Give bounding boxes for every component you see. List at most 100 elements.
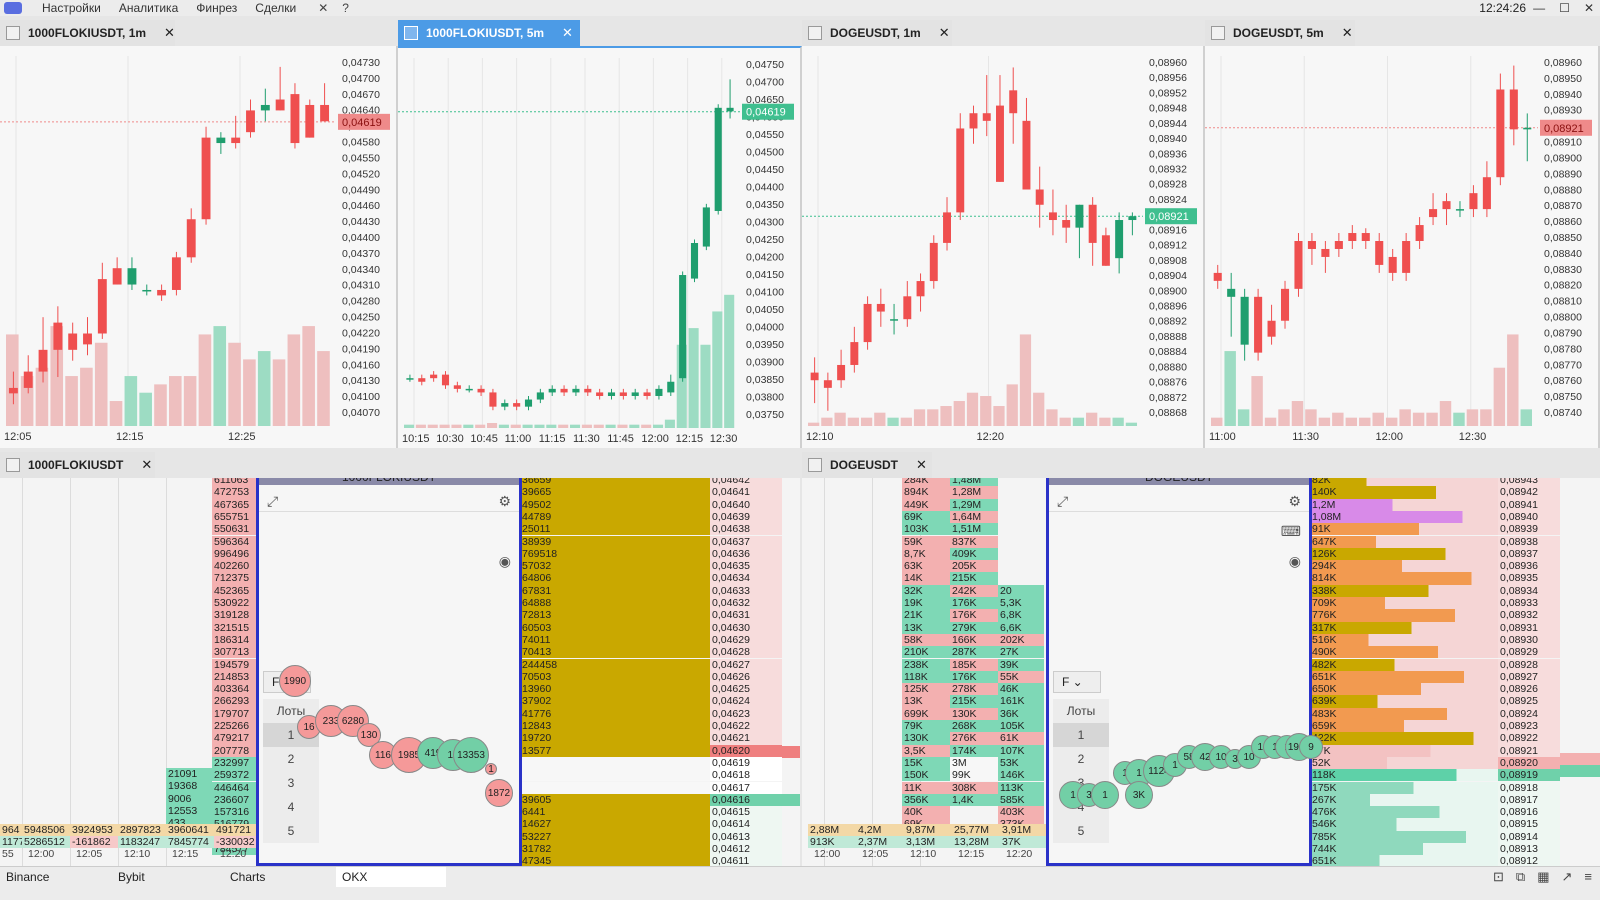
volume-bar	[317, 351, 330, 426]
volume-cell: 655751	[212, 510, 258, 524]
lot-option[interactable]: 4	[1077, 800, 1085, 814]
close-icon[interactable]: ✕	[562, 25, 573, 40]
tab-checkbox-icon[interactable]	[1211, 26, 1225, 40]
list-icon[interactable]: ≡	[1584, 869, 1592, 884]
dom-floki[interactable]: 611063 472753 467365 655751 550631 596364 9964…	[0, 478, 800, 866]
close-icon[interactable]: ✕	[141, 457, 153, 472]
volume-bar	[847, 417, 859, 426]
trades-panel-doge[interactable]: DOGEUSDT⤢⚙◉F ⌄Лоты12345⌨1111241584210310…	[1046, 478, 1323, 866]
table-icon[interactable]: ▦	[1537, 869, 1550, 884]
candlestick-chart[interactable]: 0,089600,089500,089400,089300,089200,089…	[1205, 46, 1598, 448]
volume-bar	[617, 424, 628, 428]
tab-charts[interactable]: Charts	[230, 870, 266, 884]
close-window-button[interactable]: ✕	[1583, 1, 1594, 15]
candlestick-chart[interactable]: 0,08960 0,08956 0,08952 0,08948 0,08944 0,089…	[802, 46, 1203, 448]
book-price: 0,04639	[710, 510, 782, 524]
maximize-button[interactable]: ☐	[1559, 1, 1570, 15]
minimize-button[interactable]: —	[1533, 1, 1546, 15]
tab-checkbox-icon[interactable]	[808, 458, 822, 472]
tab-okx[interactable]: OKX	[336, 867, 446, 887]
book-size: 776K	[1310, 609, 1498, 622]
lot-option[interactable]: 2	[287, 752, 295, 766]
time-tick-label: 12:00	[1376, 431, 1404, 443]
book-size: 476K	[1310, 806, 1498, 819]
menu-item-trades[interactable]: Сделки	[255, 1, 297, 15]
candle-body	[320, 104, 330, 122]
book-price: 0,08934	[1498, 584, 1560, 597]
tab-chart-doge-5m[interactable]: DOGEUSDT, 5m ✕	[1205, 20, 1355, 46]
help-icon[interactable]: ?	[342, 1, 349, 15]
volume-bar	[676, 344, 687, 428]
book-size: 82K	[1310, 478, 1498, 487]
close-icon[interactable]: ✕	[916, 457, 927, 472]
menu-item-finrez[interactable]: Финрез	[196, 1, 238, 15]
chart-doge-5m[interactable]: 0,089600,089500,089400,089300,089200,089…	[1205, 46, 1600, 448]
eye-icon[interactable]: ◉	[1288, 553, 1301, 569]
close-icon[interactable]: ✕	[1341, 25, 1353, 40]
tab-bybit[interactable]: Bybit	[118, 870, 145, 884]
volume-bar	[581, 424, 592, 428]
book-size: 52K	[1310, 756, 1498, 770]
candle-body	[23, 371, 33, 388]
lot-option[interactable]: 1	[1053, 723, 1109, 747]
candle-body	[1022, 120, 1031, 190]
chart-expand-icon[interactable]: ⤢	[267, 493, 279, 509]
close-icon[interactable]: ✕	[938, 25, 950, 40]
chart-add-icon[interactable]: ↗	[1561, 869, 1573, 884]
pin-off-icon[interactable]: ✕	[318, 1, 329, 15]
menu-item-analytics[interactable]: Аналитика	[118, 1, 179, 15]
chart-floki-5m[interactable]: 0,047500,047000,046500,046000,045500,045…	[398, 46, 802, 448]
chart-doge-1m[interactable]: 0,08960 0,08956 0,08952 0,08948 0,08944 0,089…	[802, 46, 1205, 448]
tab-dom-floki[interactable]: 1000FLOKIUSDT ✕	[0, 452, 155, 478]
price-tick-label: 0,04190	[342, 343, 380, 355]
candlestick-chart[interactable]: 0,047300,047000,046700,046400,046100,045…	[0, 46, 396, 448]
lot-option[interactable]: 5	[1077, 824, 1085, 838]
menu-item-settings[interactable]: Настройки	[42, 1, 101, 15]
volume-bar	[451, 424, 462, 428]
panel-title: DOGEUSDT	[1049, 478, 1309, 485]
close-icon[interactable]: ✕	[164, 25, 175, 40]
book-size: 64888	[520, 597, 710, 610]
grid-line	[872, 478, 873, 866]
eye-icon[interactable]: ◉	[498, 553, 511, 569]
tab-dom-doge[interactable]: DOGEUSDT ✕	[802, 452, 932, 478]
price-tick-label: 0,08930	[1544, 105, 1582, 117]
time-tick-label: 11:45	[607, 433, 634, 445]
price-tick-label: 0,04580	[342, 137, 380, 149]
candle-body	[1321, 248, 1330, 257]
tab-checkbox-icon[interactable]	[404, 26, 418, 40]
candle-body	[969, 113, 978, 129]
chart-expand-icon[interactable]: ⤢	[1057, 493, 1069, 509]
chart-floki-1m[interactable]: 0,047300,047000,046700,046400,046100,045…	[0, 46, 398, 448]
book-size: 175K	[1310, 781, 1498, 794]
tab-checkbox-icon[interactable]	[6, 26, 20, 40]
candle-body	[142, 289, 152, 292]
tab-chart-floki-1m[interactable]: 1000FLOKIUSDT, 1m ✕	[0, 20, 175, 46]
dom-doge[interactable]: 284K 894K 449K 69K 103K 59K 8,7K 63K 14K 32K 19K 21…	[802, 478, 1600, 866]
clock: 12:24:26	[1479, 1, 1526, 15]
book-price: 0,04620	[710, 744, 782, 757]
cluster-total: -330032	[214, 836, 262, 849]
keyboard-icon[interactable]: ⌨	[1280, 523, 1301, 539]
candle-body	[607, 392, 616, 396]
tab-chart-doge-1m[interactable]: DOGEUSDT, 1m ✕	[802, 20, 952, 46]
filter-select[interactable]: F ⌄	[1053, 671, 1101, 693]
tab-chart-floki-5m[interactable]: 1000FLOKIUSDT, 5m ✕	[398, 20, 580, 46]
candlestick-chart[interactable]: 0,047500,047000,046500,046000,045500,045…	[398, 48, 800, 450]
tab-binance[interactable]: Binance	[6, 870, 50, 884]
layout-icon[interactable]: ⊡	[1493, 869, 1504, 884]
volume-cell: 202K	[998, 633, 1044, 647]
tab-checkbox-icon[interactable]	[6, 458, 20, 472]
price-tick-label: 0,04550	[746, 129, 784, 141]
lot-option[interactable]: 2	[1077, 752, 1085, 766]
lot-option[interactable]: 4	[287, 800, 295, 814]
gear-icon[interactable]: ⚙	[1288, 493, 1301, 509]
volume-cell: 530922	[212, 597, 258, 610]
trades-panel-floki[interactable]: 1000FLOKIUSDT⤢⚙◉F ⌄Лоты12345162336280130…	[256, 478, 522, 866]
gear-icon[interactable]: ⚙	[498, 493, 511, 509]
price-tick-label: 0,08870	[1544, 200, 1582, 212]
lot-option[interactable]: 5	[287, 824, 295, 838]
lot-option[interactable]: 3	[287, 776, 295, 790]
add-window-icon[interactable]: ⧉	[1515, 869, 1526, 884]
tab-checkbox-icon[interactable]	[808, 26, 822, 40]
